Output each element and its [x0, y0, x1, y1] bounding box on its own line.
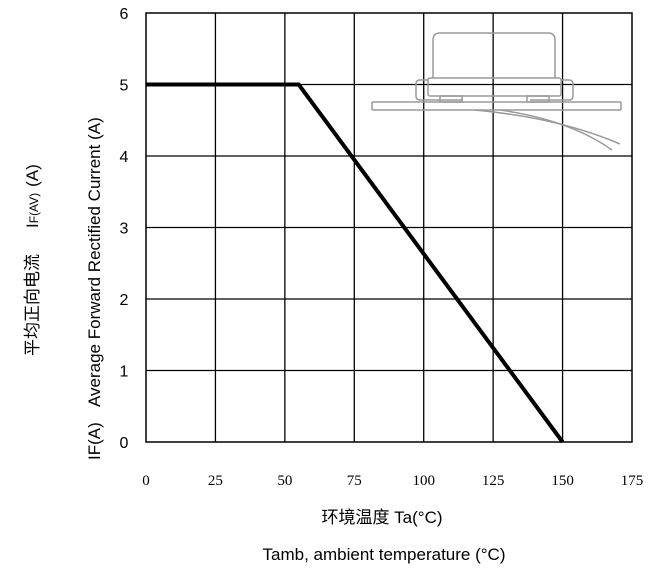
x-tick-label: 175 — [621, 473, 644, 489]
y-tick-label: 3 — [120, 221, 129, 238]
plot-frame — [145, 12, 633, 443]
y-axis-symbol-sub: F(AV) — [27, 193, 41, 223]
derating-curve — [146, 82, 565, 444]
x-tick-label: 50 — [277, 473, 292, 489]
diode-package-illustration — [371, 32, 622, 151]
x-tick-labels: 0 25 50 75 100 125 150 175 — [142, 473, 643, 489]
x-tick-label: 75 — [347, 473, 362, 489]
y-axis-label-en: Average Forward Rectified Current (A) — [85, 117, 104, 407]
x-tick-label: 125 — [482, 473, 505, 489]
y-tick-labels: 0 1 2 3 4 5 6 — [120, 6, 129, 452]
y-axis-label-cn: 平均正向电流 — [23, 254, 42, 356]
y-tick-label: 1 — [120, 364, 129, 381]
y-tick-label: 0 — [120, 435, 129, 452]
y-axis-label-group: IF(A) Average Forward Rectified Current … — [85, 117, 104, 460]
y-tick-label: 4 — [120, 149, 129, 166]
x-tick-label: 100 — [412, 473, 435, 489]
x-axis-label-cn: 环境温度 Ta(°C) — [321, 508, 442, 527]
x-tick-label: 0 — [142, 473, 150, 489]
y-tick-label: 2 — [120, 292, 129, 309]
y-axis-symbol-unit: (A) — [23, 164, 42, 187]
y-axis-label-prefix: IF(A) — [85, 422, 104, 460]
x-tick-label: 25 — [208, 473, 223, 489]
y-axis-symbol: IF(AV) (A) — [23, 164, 42, 228]
y-axis-label-cn-group: 平均正向电流 IF(AV) (A) — [23, 164, 42, 356]
x-tick-label: 150 — [551, 473, 574, 489]
y-tick-label: 5 — [120, 78, 129, 95]
y-axis-symbol-main: I — [23, 223, 42, 228]
x-axis-label-en: Tamb, ambient temperature (°C) — [263, 545, 506, 564]
y-tick-label: 6 — [120, 6, 129, 23]
